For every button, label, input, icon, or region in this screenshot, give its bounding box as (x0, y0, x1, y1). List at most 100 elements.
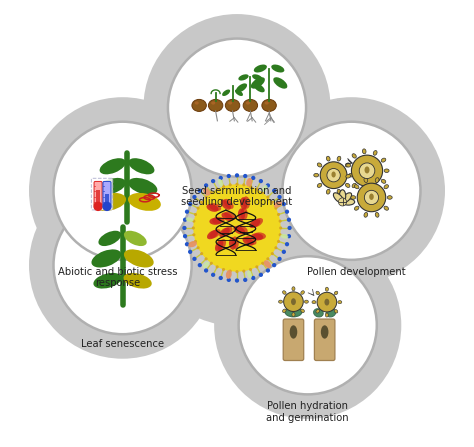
Circle shape (266, 257, 269, 261)
Circle shape (327, 169, 340, 182)
Ellipse shape (333, 193, 344, 203)
Circle shape (277, 213, 280, 216)
Ellipse shape (254, 83, 264, 93)
Circle shape (210, 262, 213, 265)
Ellipse shape (247, 270, 252, 278)
Bar (105, 194, 109, 203)
Circle shape (266, 195, 269, 198)
Circle shape (271, 201, 274, 204)
Ellipse shape (212, 217, 225, 224)
Ellipse shape (290, 325, 297, 339)
Circle shape (277, 240, 280, 243)
Circle shape (185, 242, 189, 246)
Ellipse shape (339, 190, 346, 202)
Circle shape (274, 246, 277, 249)
Circle shape (261, 191, 264, 194)
Ellipse shape (243, 237, 254, 246)
Ellipse shape (251, 233, 263, 240)
Ellipse shape (279, 300, 283, 303)
Ellipse shape (209, 99, 223, 111)
Ellipse shape (314, 309, 323, 317)
Ellipse shape (317, 163, 322, 167)
Circle shape (29, 97, 216, 284)
Ellipse shape (128, 178, 157, 195)
Circle shape (255, 266, 258, 269)
Ellipse shape (346, 174, 351, 178)
Circle shape (188, 250, 192, 254)
Ellipse shape (210, 218, 222, 225)
Ellipse shape (301, 291, 304, 294)
Circle shape (287, 226, 292, 230)
Ellipse shape (207, 230, 218, 239)
Circle shape (198, 189, 202, 193)
Ellipse shape (211, 101, 215, 105)
Ellipse shape (203, 188, 210, 196)
Circle shape (139, 130, 335, 326)
Ellipse shape (97, 178, 126, 195)
Circle shape (192, 257, 197, 261)
Circle shape (249, 268, 252, 271)
Ellipse shape (363, 188, 366, 193)
Ellipse shape (373, 186, 377, 191)
Circle shape (272, 189, 276, 193)
Ellipse shape (274, 201, 282, 208)
Circle shape (242, 183, 246, 186)
Circle shape (365, 190, 379, 205)
Bar (96, 190, 100, 203)
Ellipse shape (232, 236, 239, 249)
Circle shape (235, 173, 239, 177)
Ellipse shape (241, 207, 248, 220)
Ellipse shape (364, 178, 368, 182)
Circle shape (317, 292, 337, 312)
Circle shape (185, 210, 189, 214)
Ellipse shape (301, 309, 304, 312)
Circle shape (320, 162, 347, 189)
Ellipse shape (384, 185, 389, 189)
Circle shape (192, 233, 195, 236)
Circle shape (192, 219, 195, 223)
Circle shape (277, 257, 282, 261)
Circle shape (222, 268, 225, 271)
Circle shape (205, 195, 208, 198)
Ellipse shape (228, 101, 232, 105)
Circle shape (197, 246, 200, 249)
Circle shape (238, 256, 377, 394)
Circle shape (351, 155, 383, 186)
Ellipse shape (218, 239, 226, 251)
FancyBboxPatch shape (314, 319, 335, 360)
Ellipse shape (254, 64, 267, 72)
Circle shape (277, 195, 282, 199)
Text: Pollen hydration
and germination: Pollen hydration and germination (266, 401, 349, 423)
Ellipse shape (325, 313, 328, 317)
Ellipse shape (304, 300, 309, 303)
Circle shape (204, 183, 208, 188)
Circle shape (204, 268, 208, 273)
Ellipse shape (273, 77, 287, 89)
Ellipse shape (384, 169, 389, 173)
Ellipse shape (365, 166, 370, 173)
Circle shape (236, 270, 238, 273)
Ellipse shape (314, 173, 319, 177)
Ellipse shape (373, 151, 377, 155)
Ellipse shape (369, 194, 374, 200)
Circle shape (182, 226, 187, 230)
Ellipse shape (243, 99, 257, 111)
Ellipse shape (235, 89, 243, 96)
Ellipse shape (233, 226, 245, 234)
Circle shape (259, 273, 263, 277)
Circle shape (255, 187, 258, 190)
Circle shape (29, 172, 216, 358)
Ellipse shape (223, 199, 234, 209)
Circle shape (205, 257, 208, 261)
Text: Leaf senescence: Leaf senescence (81, 339, 164, 349)
Text: Pollen development: Pollen development (307, 266, 405, 277)
Circle shape (235, 278, 239, 283)
Ellipse shape (351, 196, 356, 199)
Circle shape (228, 183, 232, 186)
Ellipse shape (209, 203, 221, 211)
Circle shape (279, 226, 282, 229)
Ellipse shape (317, 183, 322, 187)
Ellipse shape (240, 197, 247, 210)
Circle shape (259, 179, 263, 183)
Ellipse shape (215, 240, 223, 252)
